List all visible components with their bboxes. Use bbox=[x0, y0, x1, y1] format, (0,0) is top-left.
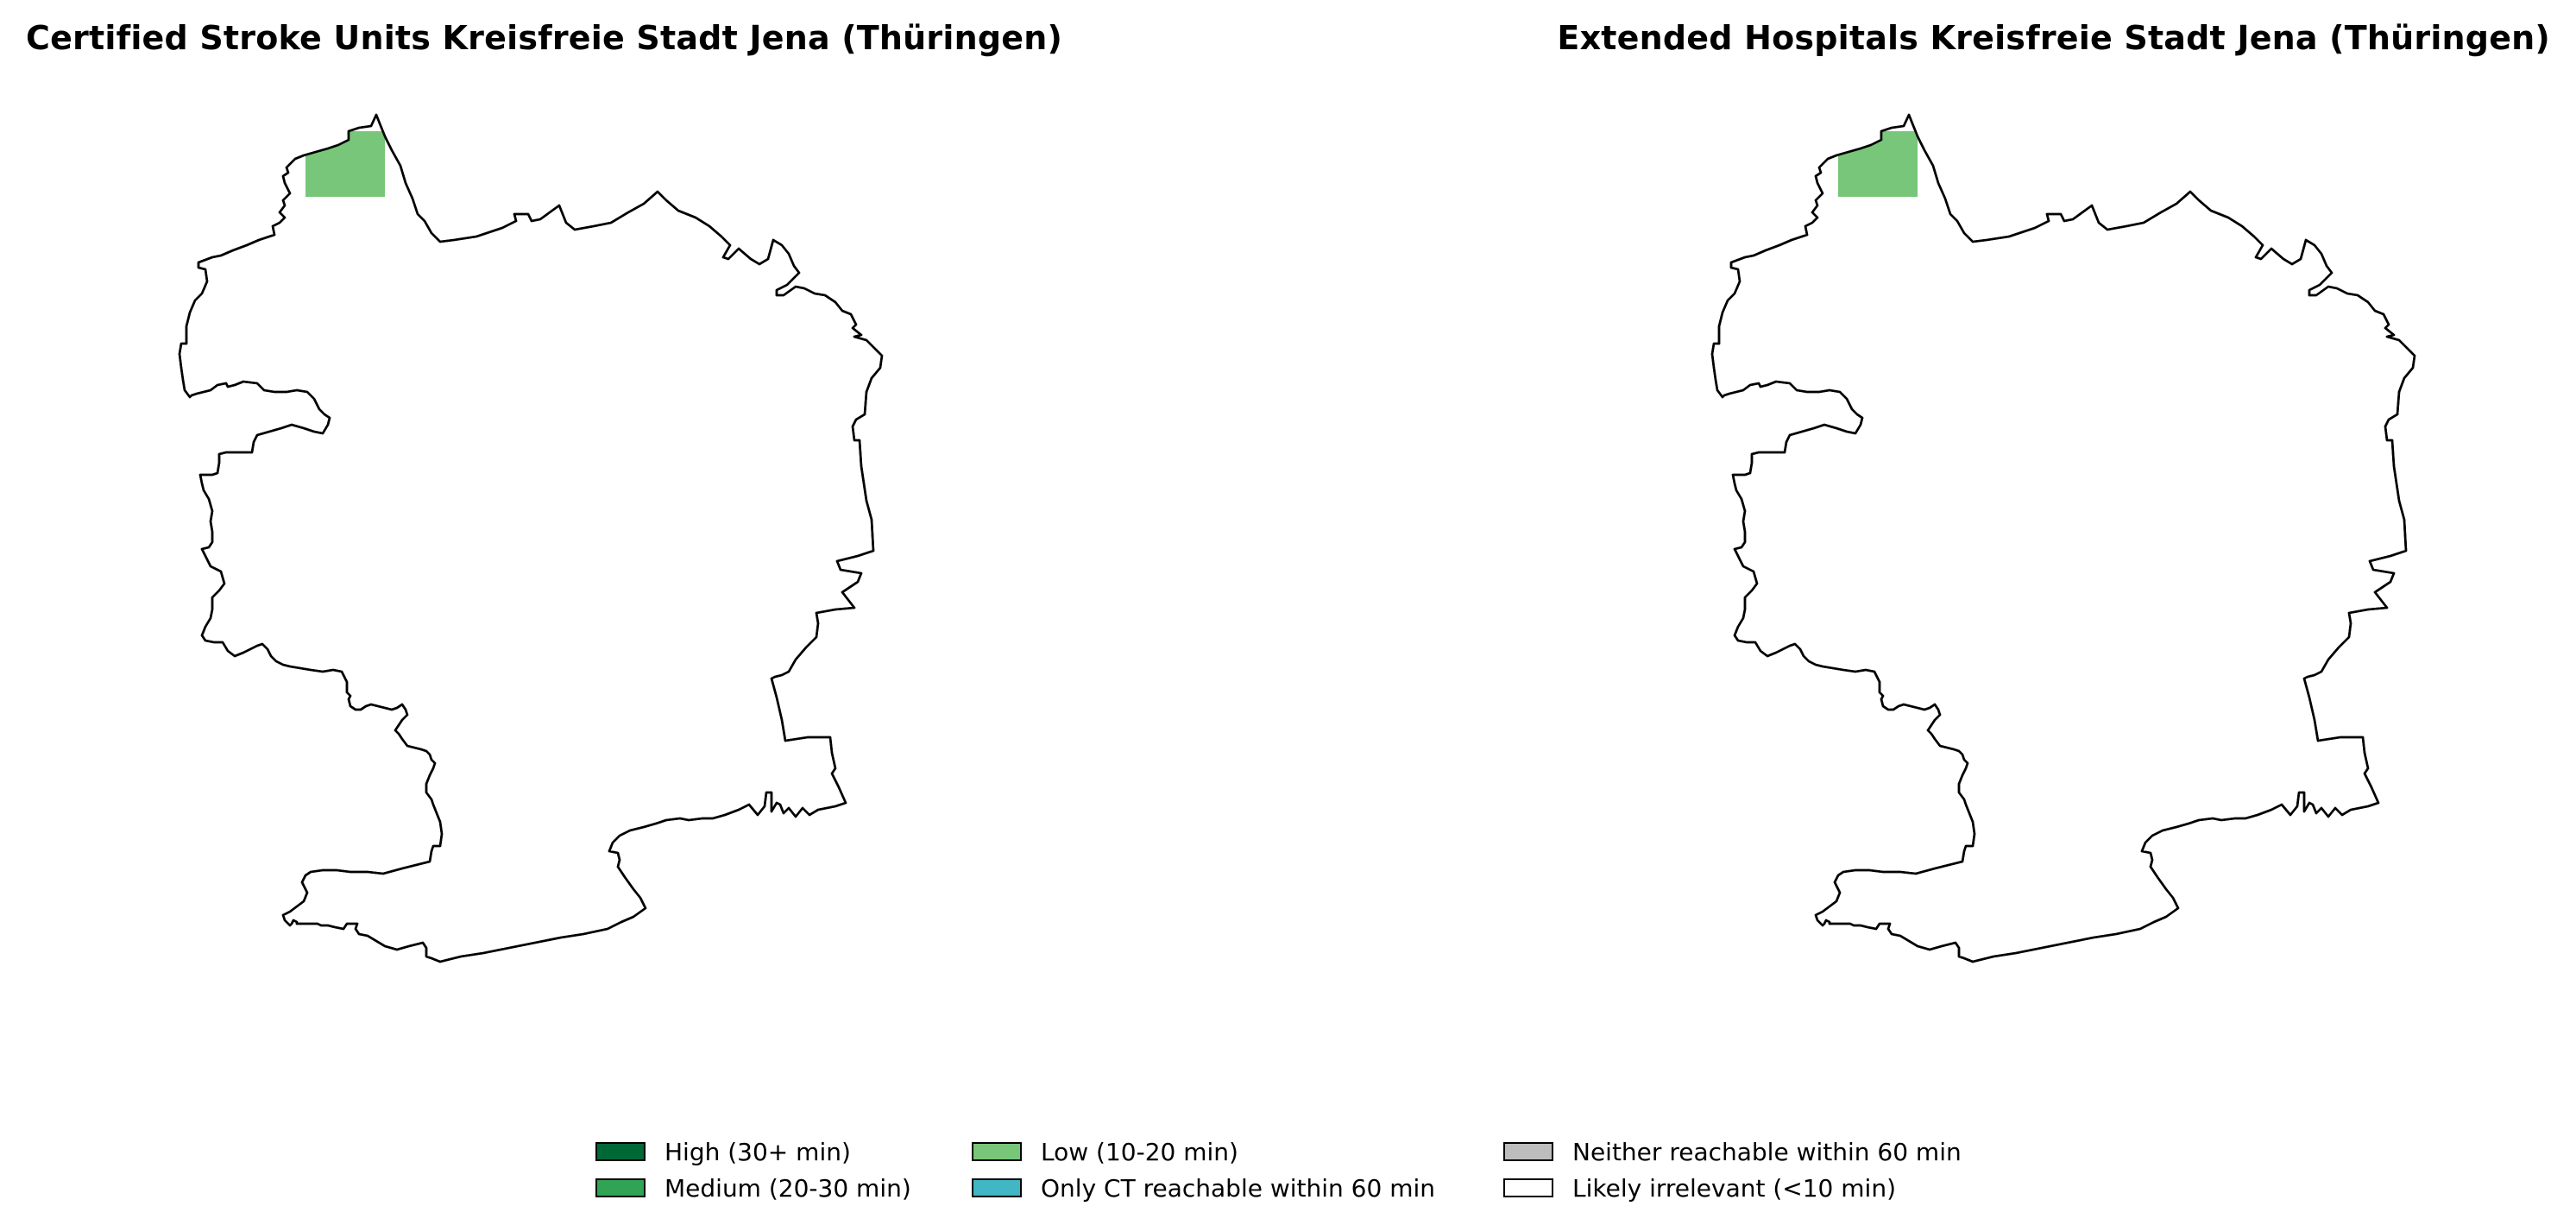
legend-label-low: Low (10-20 min) bbox=[1041, 1137, 1238, 1166]
legend-label-medium: Medium (20-30 min) bbox=[664, 1173, 911, 1203]
legend-item-only-ct: Only CT reachable within 60 min bbox=[972, 1171, 1435, 1205]
legend-swatch-low bbox=[972, 1142, 1022, 1161]
legend-label-only-ct: Only CT reachable within 60 min bbox=[1041, 1173, 1436, 1203]
legend-swatch-high bbox=[595, 1142, 646, 1161]
legend-swatch-only-ct bbox=[972, 1178, 1022, 1197]
legend-label-high: High (30+ min) bbox=[664, 1137, 851, 1166]
legend-item-high: High (30+ min) bbox=[595, 1134, 851, 1169]
legend-item-medium: Medium (20-30 min) bbox=[595, 1171, 911, 1205]
map-panel-certified-stroke-units bbox=[178, 113, 884, 963]
legend-swatch-likely-irrelevant bbox=[1503, 1178, 1553, 1197]
legend-item-neither-reachable: Neither reachable within 60 min bbox=[1503, 1134, 1962, 1169]
legend-label-likely-irrelevant: Likely irrelevant (<10 min) bbox=[1572, 1173, 1896, 1203]
map-panel-extended-hospitals bbox=[1710, 113, 2416, 963]
legend-swatch-neither-reachable bbox=[1503, 1142, 1553, 1161]
district-boundary-outline bbox=[178, 113, 884, 963]
map-title-certified-stroke-units: Certified Stroke Units Kreisfreie Stadt … bbox=[26, 19, 1063, 57]
legend-swatch-medium bbox=[595, 1178, 646, 1197]
legend-label-neither-reachable: Neither reachable within 60 min bbox=[1572, 1137, 1962, 1166]
legend-item-low: Low (10-20 min) bbox=[972, 1134, 1238, 1169]
district-boundary-outline bbox=[1710, 113, 2416, 963]
map-title-extended-hospitals: Extended Hospitals Kreisfreie Stadt Jena… bbox=[1557, 19, 2550, 57]
legend-item-likely-irrelevant: Likely irrelevant (<10 min) bbox=[1503, 1171, 1896, 1205]
